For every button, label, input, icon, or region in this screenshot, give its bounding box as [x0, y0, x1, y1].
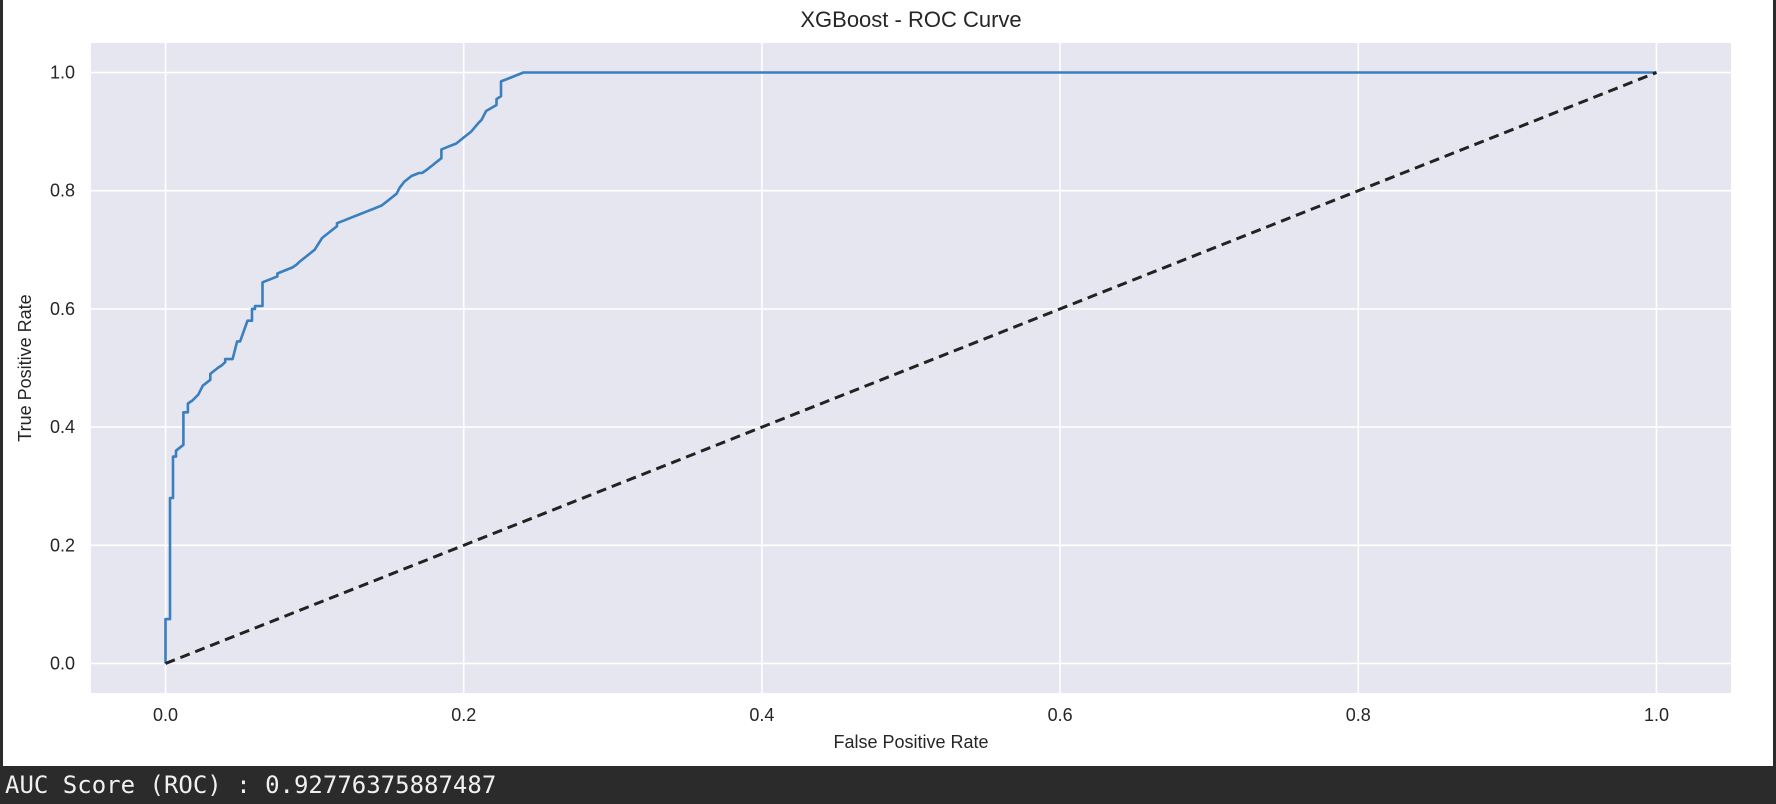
x-tick-label: 0.4: [749, 705, 774, 725]
x-tick-label: 0.2: [451, 705, 476, 725]
auc-score-output: AUC Score (ROC) : 0.92776375887487: [0, 766, 1776, 804]
x-axis-label: False Positive Rate: [833, 732, 988, 752]
roc-curve-line: [164, 71, 1657, 664]
chance-diagonal-line: [164, 71, 1658, 665]
x-tick-label: 0.6: [1048, 705, 1073, 725]
y-tick-label: 0.2: [50, 535, 75, 555]
grid-lines: [91, 43, 1731, 693]
roc-chart: 0.0 0.2 0.4 0.6 0.8 1.0 0.0 0.2 0.4 0.6 0.8 1.0 XGB…: [15, 7, 1731, 752]
series-layer: [164, 71, 1658, 665]
figure-panel: 0.0 0.2 0.4 0.6 0.8 1.0 0.0 0.2 0.4 0.6 0.8 1.0 XGB…: [0, 0, 1776, 766]
chart-title: XGBoost - ROC Curve: [800, 7, 1021, 32]
y-tick-label: 0.8: [50, 181, 75, 201]
x-tick-label: 1.0: [1644, 705, 1669, 725]
y-axis-label: True Positive Rate: [15, 294, 35, 441]
y-tick-label: 0.6: [50, 299, 75, 319]
tick-labels: 0.0 0.2 0.4 0.6 0.8 1.0 0.0 0.2 0.4 0.6 0.8 1.0: [50, 63, 1669, 725]
x-tick-label: 0.8: [1346, 705, 1371, 725]
y-tick-label: 0.0: [50, 653, 75, 673]
y-tick-label: 1.0: [50, 63, 75, 83]
y-tick-label: 0.4: [50, 417, 75, 437]
x-tick-label: 0.0: [153, 705, 178, 725]
